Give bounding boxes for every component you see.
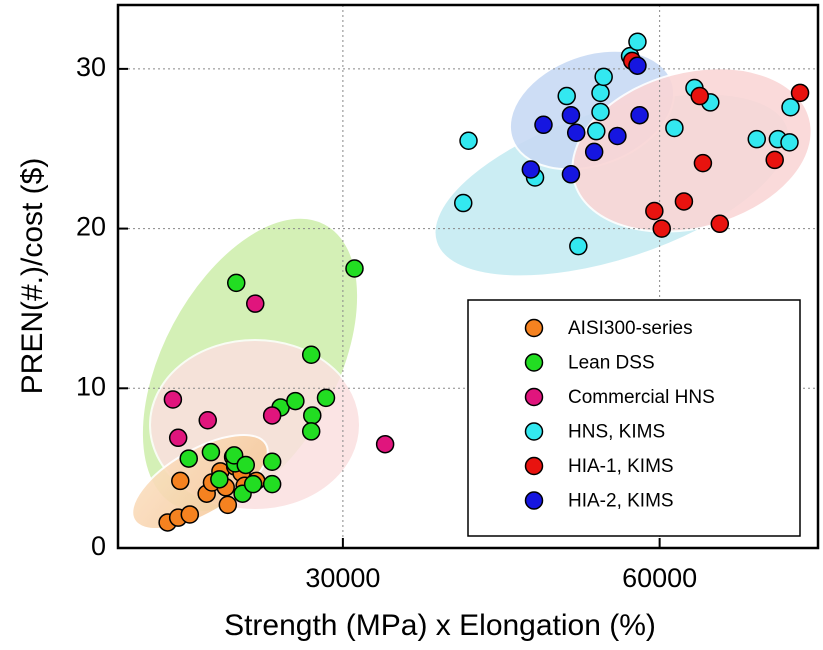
y-tick-label: 10 [76,371,106,401]
legend-marker [524,422,544,441]
legend-marker [524,387,544,407]
x-axis-label: Strength (MPa) x Elongation (%) [224,609,656,642]
point [534,115,553,135]
point [301,422,321,441]
point [765,150,784,170]
legend-marker [524,318,544,338]
point [561,165,581,184]
point [303,406,322,425]
y-tick-label: 30 [76,52,106,82]
point [652,219,671,238]
point [375,434,395,454]
point [591,102,610,122]
point [262,406,282,425]
point [171,471,190,491]
point [301,345,321,365]
x-tick-label: 60000 [622,563,697,593]
point [594,67,613,87]
point [262,474,282,494]
legend-label: AISI300-series [568,318,693,339]
point [179,449,198,468]
legend-label: HIA-2, KIMS [568,491,674,512]
point [587,121,606,141]
point [168,428,188,448]
legend-label: HNS, KIMS [568,422,665,443]
point [557,86,576,106]
point [566,123,586,143]
point [780,133,799,152]
point [210,470,229,489]
point [665,118,684,138]
legend-marker [524,456,544,476]
point [584,142,604,162]
legend: AISI300-series Lean DSS Commercial HNS HNS,… [467,299,801,537]
legend-label: Lean DSS [568,353,655,374]
point [345,259,364,278]
point [521,160,541,179]
point [608,126,627,146]
x-tick-label: 30000 [305,563,380,593]
point [781,97,800,117]
point [674,192,694,211]
point [790,83,810,103]
point [236,455,256,475]
point [286,391,305,411]
point [591,83,610,103]
point [628,56,647,75]
legend-label: Commercial HNS [568,387,715,408]
point [569,236,588,256]
legend-marker [524,491,544,510]
point [690,86,709,106]
point [201,442,221,462]
point [262,452,282,472]
point [246,294,265,313]
point [693,153,713,173]
y-tick-label: 0 [91,531,106,561]
legend-label: HIA-1, KIMS [568,456,674,477]
point [316,388,336,408]
y-tick-label: 20 [76,212,106,242]
point [180,505,200,524]
point [459,131,478,150]
point [453,193,473,213]
point [628,32,647,51]
legend-box [467,299,801,537]
point [227,273,246,293]
plot-frame [116,3,820,550]
y-axis-label: PREN(#.)/cost ($) [16,158,49,395]
point [710,214,730,234]
point [243,474,263,494]
point [747,129,767,149]
legend-marker [524,353,544,372]
point [561,105,581,125]
point [630,105,649,125]
regions [131,49,813,531]
point [163,390,183,409]
point [218,495,238,515]
point [198,410,217,430]
point [645,201,664,221]
